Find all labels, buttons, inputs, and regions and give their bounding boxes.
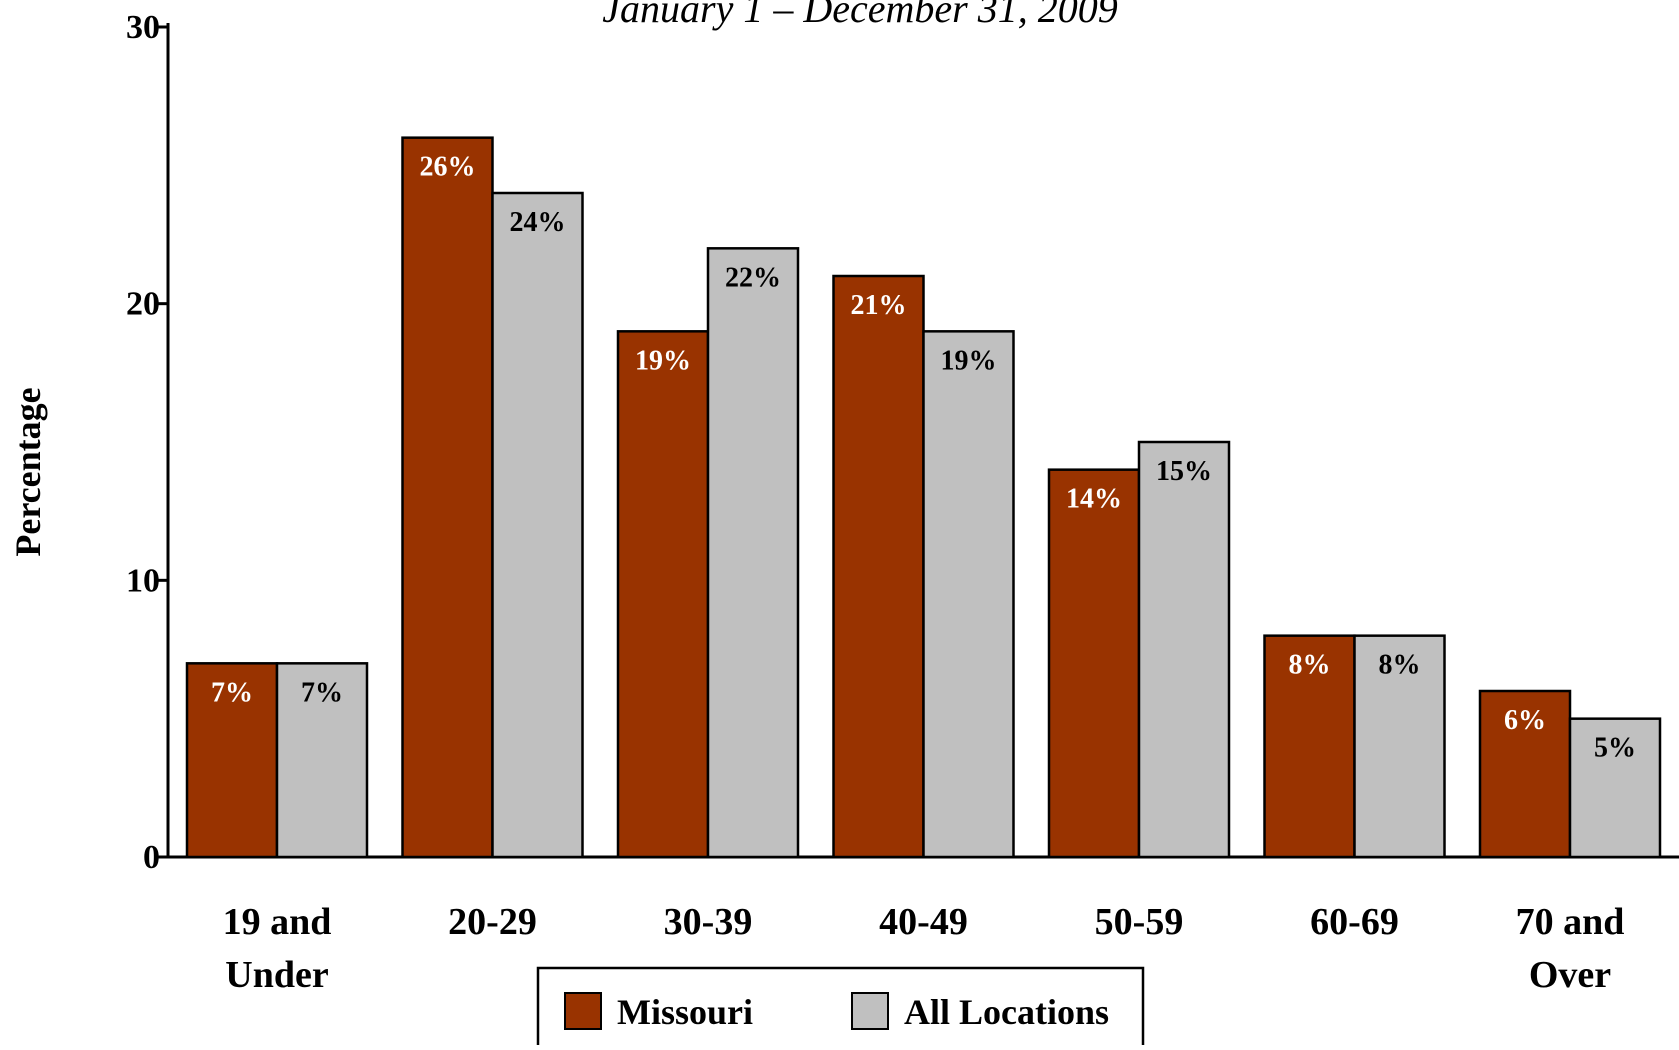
- legend-label: All Locations: [904, 992, 1109, 1032]
- bar-missouri: [1478, 689, 1572, 859]
- bar-data-label: 19%: [635, 345, 691, 376]
- bar-missouri: [616, 330, 710, 859]
- x-tick-label: 30-39: [664, 901, 753, 943]
- bar-data-label: 7%: [301, 677, 343, 708]
- legend-swatch: [564, 992, 602, 1030]
- x-tick-label: 60-69: [1310, 901, 1399, 943]
- bar-all-locations: [1137, 440, 1231, 859]
- bar-data-label: 5%: [1594, 733, 1636, 764]
- bar-all-locations: [922, 330, 1015, 859]
- chart-subtitle: January 1 – December 31, 2009: [602, 0, 1117, 31]
- x-tick-label: 20-29: [448, 901, 537, 943]
- bar-all-locations: [1353, 634, 1446, 859]
- bar-data-label: 21%: [851, 290, 907, 321]
- legend-label: Missouri: [617, 992, 753, 1032]
- legend-swatch: [851, 992, 889, 1030]
- x-tick-label: 70 and: [1516, 901, 1625, 943]
- bar-missouri: [1047, 468, 1141, 859]
- bar-missouri: [832, 274, 925, 859]
- x-tick-label: Under: [225, 954, 329, 996]
- bars-group: 7% 7% 26% 24% 19% 22% 21% 19% 14% 15% 8% 8% 6% 5%: [185, 136, 1662, 859]
- bar-data-label: 6%: [1504, 705, 1546, 736]
- bar-data-label: 19%: [941, 345, 997, 376]
- bar-data-label: 8%: [1379, 650, 1421, 681]
- bar-data-label: 24%: [510, 207, 566, 238]
- x-tick-label: 40-49: [879, 901, 968, 943]
- y-tick-label: 0: [143, 839, 160, 876]
- bar-all-locations: [1568, 717, 1662, 859]
- bar-all-locations: [491, 191, 584, 859]
- bar-data-label: 15%: [1156, 456, 1212, 487]
- x-tick-labels: 19 and Under 20-29 30-39 40-49 50-59 60-69 70 a…: [223, 901, 1625, 996]
- y-tick-label: 20: [126, 286, 160, 323]
- bar-data-label: 26%: [420, 152, 476, 183]
- y-tick-label: 30: [126, 9, 160, 46]
- x-tick-label: Over: [1529, 954, 1611, 996]
- legend: Missouri All Locations: [536, 966, 1145, 1050]
- x-tick-label: 19 and: [223, 901, 332, 943]
- x-tick-label: 50-59: [1095, 901, 1184, 943]
- bar-all-locations: [706, 247, 800, 859]
- bar-data-label: 22%: [725, 262, 781, 293]
- bar-all-locations: [275, 662, 369, 859]
- bar-missouri: [401, 136, 494, 859]
- bar-data-label: 7%: [211, 677, 253, 708]
- legend-frame: [536, 966, 1145, 1050]
- y-tick-label: 10: [126, 562, 160, 599]
- bar-data-label: 14%: [1066, 484, 1122, 515]
- y-axis-label: Percentage: [8, 387, 48, 556]
- bar-data-label: 8%: [1289, 650, 1331, 681]
